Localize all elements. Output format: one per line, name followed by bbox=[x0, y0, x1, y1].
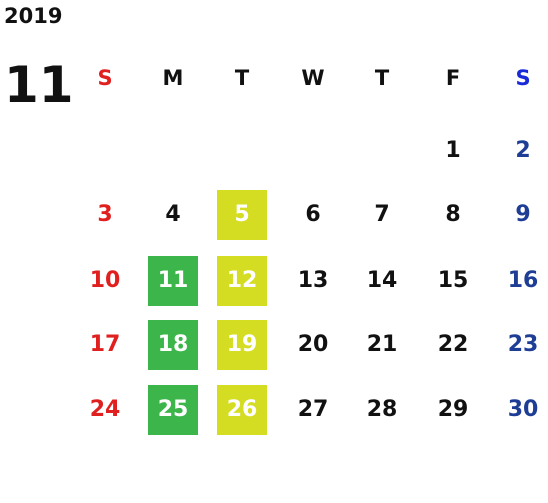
day-cell-25[interactable]: 25 bbox=[148, 385, 198, 435]
day-cell-13[interactable]: 13 bbox=[297, 268, 329, 293]
day-cell-16[interactable]: 16 bbox=[507, 268, 539, 293]
weekday-header-thu: T bbox=[374, 66, 390, 90]
day-cell-30[interactable]: 30 bbox=[507, 397, 539, 422]
day-cell-11[interactable]: 11 bbox=[148, 256, 198, 306]
day-cell-28[interactable]: 28 bbox=[366, 397, 398, 422]
day-cell-29[interactable]: 29 bbox=[437, 397, 469, 422]
weekday-header-tue: T bbox=[234, 66, 250, 90]
day-cell-7[interactable]: 7 bbox=[374, 202, 390, 227]
year-label: 2019 bbox=[4, 4, 63, 28]
day-cell-10[interactable]: 10 bbox=[89, 268, 121, 293]
day-cell-8[interactable]: 8 bbox=[445, 202, 461, 227]
day-cell-4[interactable]: 4 bbox=[165, 202, 181, 227]
day-cell-18[interactable]: 18 bbox=[148, 320, 198, 370]
day-cell-17[interactable]: 17 bbox=[89, 332, 121, 357]
day-cell-5[interactable]: 5 bbox=[217, 190, 267, 240]
day-cell-9[interactable]: 9 bbox=[515, 202, 531, 227]
day-cell-27[interactable]: 27 bbox=[297, 397, 329, 422]
day-cell-3[interactable]: 3 bbox=[97, 202, 113, 227]
weekday-header-sun: S bbox=[97, 66, 113, 90]
day-cell-19[interactable]: 19 bbox=[217, 320, 267, 370]
day-cell-6[interactable]: 6 bbox=[305, 202, 321, 227]
day-cell-24[interactable]: 24 bbox=[89, 397, 121, 422]
day-cell-12[interactable]: 12 bbox=[217, 256, 267, 306]
day-cell-15[interactable]: 15 bbox=[437, 268, 469, 293]
day-cell-21[interactable]: 21 bbox=[366, 332, 398, 357]
day-cell-1[interactable]: 1 bbox=[445, 138, 461, 163]
weekday-header-fri: F bbox=[445, 66, 461, 90]
day-cell-22[interactable]: 22 bbox=[437, 332, 469, 357]
day-cell-2[interactable]: 2 bbox=[515, 138, 531, 163]
weekday-header-wed: W bbox=[301, 66, 325, 90]
day-cell-14[interactable]: 14 bbox=[366, 268, 398, 293]
day-cell-20[interactable]: 20 bbox=[297, 332, 329, 357]
month-number: 11 bbox=[4, 56, 74, 114]
weekday-header-mon: M bbox=[162, 66, 184, 90]
weekday-header-sat: S bbox=[515, 66, 531, 90]
day-cell-23[interactable]: 23 bbox=[507, 332, 539, 357]
day-cell-26[interactable]: 26 bbox=[217, 385, 267, 435]
